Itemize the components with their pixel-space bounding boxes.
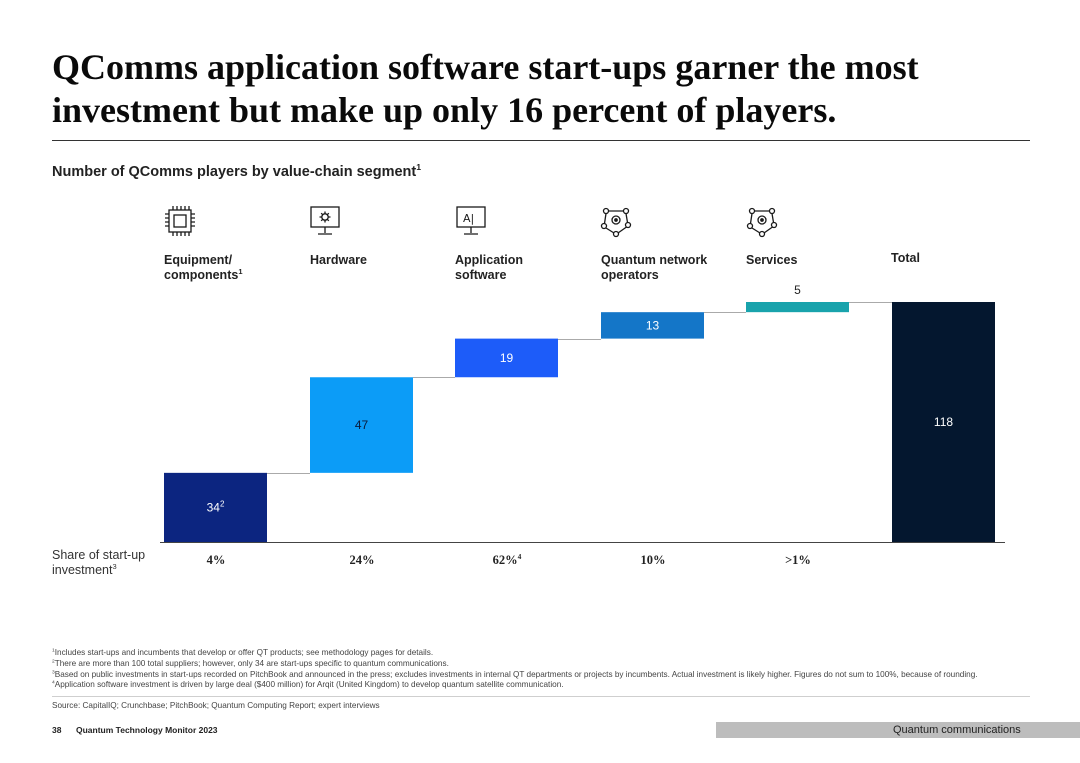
bar-value-label: 47 xyxy=(355,418,369,432)
segment-label-application-software: Application software xyxy=(455,253,524,282)
bar-value-label: 5 xyxy=(794,283,801,297)
title-line-1: QComms application software start-ups ga… xyxy=(52,47,919,87)
share-value: 24% xyxy=(349,553,375,567)
title-divider xyxy=(52,140,1030,141)
footnote: 2There are more than 100 total suppliers… xyxy=(52,658,449,668)
monitor-gear-icon xyxy=(310,206,340,235)
bar-value-label: 19 xyxy=(500,351,514,365)
waterfall-bar xyxy=(310,377,413,473)
share-row-label: Share of start-up investment3 xyxy=(52,548,146,577)
share-value: 4% xyxy=(206,553,226,567)
waterfall-bar xyxy=(164,472,267,542)
segment-label-services: Services xyxy=(746,253,798,267)
footnotes: 1Includes start-ups and incumbents that … xyxy=(52,648,1042,691)
bar-value-label: 13 xyxy=(646,318,660,332)
share-value: 62%4 xyxy=(492,551,522,567)
bar-value-label: 118 xyxy=(934,415,953,429)
page-number: 38 xyxy=(52,725,62,735)
share-value: 10% xyxy=(640,553,666,567)
waterfall-bar xyxy=(455,338,558,378)
waterfall-bar xyxy=(746,302,849,313)
title-line-2: investment but make up only 16 percent o… xyxy=(52,90,837,130)
segment-label-equipment: Equipment/components1 xyxy=(164,253,243,282)
segment-label-quantum-network-operators: Quantum network operators xyxy=(601,253,708,282)
footnote-divider xyxy=(52,696,1030,697)
source-note: Source: CapitalIQ; Crunchbase; PitchBook… xyxy=(52,701,380,710)
segment-label-total: Total xyxy=(891,251,920,265)
segment-label-hardware: Hardware xyxy=(310,253,367,267)
page-title: QComms application software start-ups ga… xyxy=(52,46,1042,132)
share-value: >1% xyxy=(785,553,811,567)
publication-name: Quantum Technology Monitor 2023 xyxy=(76,725,218,735)
chip-icon xyxy=(165,206,195,236)
ai-monitor-icon: A| xyxy=(456,206,486,235)
waterfall-bar xyxy=(892,302,995,542)
footnote: 4Application software investment is driv… xyxy=(52,680,564,690)
svg-text:A|: A| xyxy=(463,212,474,225)
footnote: 1Includes start-ups and incumbents that … xyxy=(52,648,434,657)
waterfall-bar xyxy=(601,312,704,339)
section-tag: Quantum communications xyxy=(716,722,1080,738)
chart-subtitle: Number of QComms players by value-chain … xyxy=(52,162,422,180)
footnote: 3Based on public investments in start-up… xyxy=(52,669,978,679)
network-node-icon xyxy=(600,207,632,238)
network-node-icon xyxy=(746,207,778,238)
